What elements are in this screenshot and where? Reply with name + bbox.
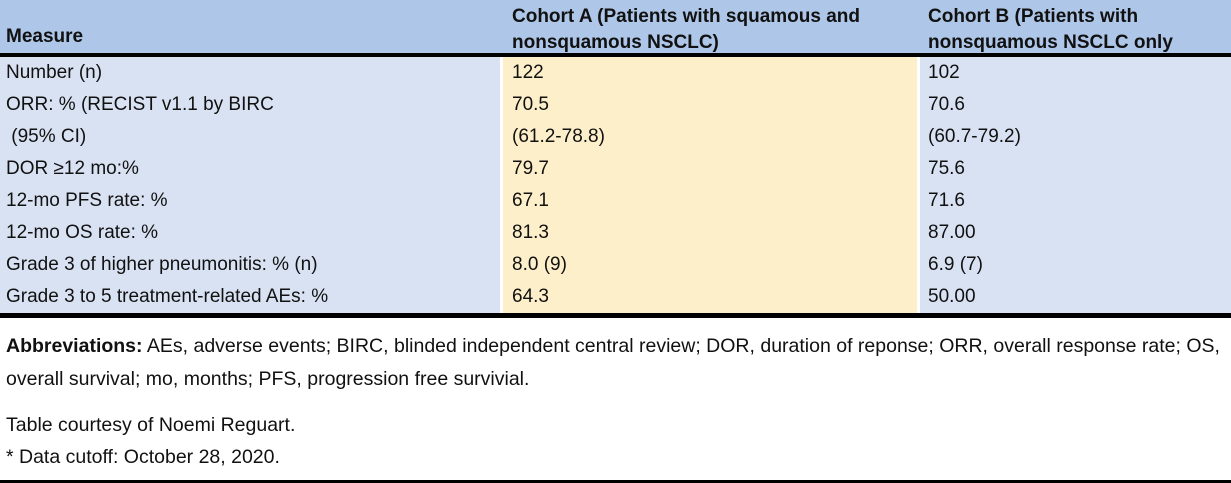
cohort-b-cell: 102 — [920, 57, 1231, 89]
cohort-b-cell: 70.6 — [920, 89, 1231, 121]
table-row: 12-mo PFS rate: % 67.1 71.6 — [0, 185, 1231, 217]
cohort-a-cell: 67.1 — [500, 185, 920, 217]
measure-cell: ORR: % (RECIST v1.1 by BIRC — [0, 89, 500, 121]
measure-cell: 12-mo OS rate: % — [0, 217, 500, 249]
table-body: Number (n) 122 102 ORR: % (RECIST v1.1 b… — [0, 57, 1231, 318]
table-header-row: Measure Cohort A (Patients with squamous… — [0, 0, 1231, 57]
table-row: Number (n) 122 102 — [0, 57, 1231, 89]
cohort-a-cell: (61.2-78.8) — [500, 121, 920, 153]
table-row: ORR: % (RECIST v1.1 by BIRC 70.5 70.6 — [0, 89, 1231, 121]
cohort-a-cell: 122 — [500, 57, 920, 89]
table-courtesy-note: Table courtesy of Noemi Reguart. — [6, 414, 296, 436]
cohort-b-cell: 87.00 — [920, 217, 1231, 249]
header-measure-label: Measure — [6, 26, 84, 47]
cohort-b-cell: 6.9 (7) — [920, 249, 1231, 281]
cohort-b-cell: 75.6 — [920, 153, 1231, 185]
cohort-a-cell: 70.5 — [500, 89, 920, 121]
header-cohort-a-line1: Cohort A (Patients with squamous and — [512, 6, 860, 27]
abbreviations-label: Abbreviations: — [6, 335, 143, 357]
measure-cell: Grade 3 of higher pneumonitis: % (n) — [0, 249, 500, 281]
abbreviations-text: AEs, adverse events; BIRC, blinded indep… — [6, 335, 1220, 390]
measure-cell: Number (n) — [0, 57, 500, 89]
abbreviations-note: Abbreviations: AEs, adverse events; BIRC… — [6, 330, 1221, 396]
cohort-b-cell: 50.00 — [920, 281, 1231, 313]
measure-cell: (95% CI) — [0, 121, 500, 153]
header-cohort-b-line1: Cohort B (Patients with — [928, 6, 1139, 27]
table-row: Grade 3 of higher pneumonitis: % (n) 8.0… — [0, 249, 1231, 281]
table-row: (95% CI) (61.2-78.8) (60.7-79.2) — [0, 121, 1231, 153]
cohort-a-cell: 79.7 — [500, 153, 920, 185]
header-cohort-a-line2: nonsquamous NSCLC) — [512, 32, 719, 53]
table-row: Grade 3 to 5 treatment-related AEs: % 64… — [0, 281, 1231, 313]
table-row: 12-mo OS rate: % 81.3 87.00 — [0, 217, 1231, 249]
measure-cell: 12-mo PFS rate: % — [0, 185, 500, 217]
cohort-b-cell: 71.6 — [920, 185, 1231, 217]
footnotes: Abbreviations: AEs, adverse events; BIRC… — [0, 318, 1231, 473]
header-cohort-a: Cohort A (Patients with squamous and non… — [500, 0, 920, 56]
cohort-a-cell: 8.0 (9) — [500, 249, 920, 281]
header-cohort-b-line2: nonsquamous NSCLC only — [928, 32, 1173, 53]
measure-cell: Grade 3 to 5 treatment-related AEs: % — [0, 281, 500, 313]
cohort-b-cell: (60.7-79.2) — [920, 121, 1231, 153]
cohort-a-cell: 64.3 — [500, 281, 920, 313]
data-cutoff-note: * Data cutoff: October 28, 2020. — [6, 446, 280, 468]
header-measure: Measure — [0, 0, 500, 56]
cohort-a-cell: 81.3 — [500, 217, 920, 249]
measure-cell: DOR ≥12 mo:% — [0, 153, 500, 185]
table-row: DOR ≥12 mo:% 79.7 75.6 — [0, 153, 1231, 185]
header-cohort-b: Cohort B (Patients with nonsquamous NSCL… — [920, 0, 1231, 56]
